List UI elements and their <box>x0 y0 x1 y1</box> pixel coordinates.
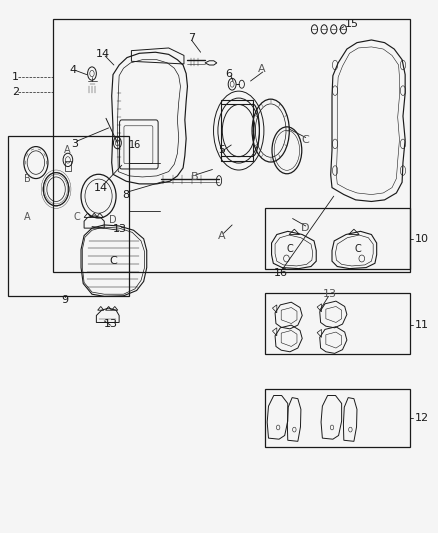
Text: D: D <box>301 223 310 233</box>
Text: 9: 9 <box>61 295 68 304</box>
Text: 12: 12 <box>415 414 429 423</box>
Bar <box>265 293 410 354</box>
Text: A: A <box>218 231 226 240</box>
Text: 15: 15 <box>345 19 359 29</box>
Text: C: C <box>301 135 309 144</box>
Text: 13: 13 <box>323 289 337 299</box>
Bar <box>221 100 253 161</box>
Text: 5: 5 <box>218 146 225 155</box>
Text: 13: 13 <box>104 319 118 329</box>
Text: C: C <box>74 213 80 222</box>
Text: 16: 16 <box>129 140 141 150</box>
Text: 11: 11 <box>415 320 429 330</box>
Text: D: D <box>109 215 116 224</box>
Text: 3: 3 <box>71 139 78 149</box>
Text: A: A <box>24 213 31 222</box>
Text: 10: 10 <box>415 234 429 244</box>
Bar <box>65 161 71 171</box>
Text: 6: 6 <box>226 69 233 78</box>
Text: 16: 16 <box>274 268 288 278</box>
Bar <box>265 389 410 447</box>
Text: 14: 14 <box>94 183 108 192</box>
Text: 14: 14 <box>95 50 110 59</box>
Text: B: B <box>24 174 31 183</box>
Text: 4: 4 <box>69 66 76 75</box>
Text: A: A <box>64 146 70 155</box>
Text: B: B <box>191 172 198 182</box>
Text: 7: 7 <box>188 34 195 43</box>
Text: A: A <box>258 64 265 74</box>
Text: 8: 8 <box>122 190 129 200</box>
Text: 1: 1 <box>12 72 19 82</box>
Bar <box>265 208 410 269</box>
Text: 13: 13 <box>113 224 127 234</box>
Text: C: C <box>355 245 362 254</box>
Text: C: C <box>109 256 117 266</box>
Text: 2: 2 <box>12 87 19 96</box>
Text: C: C <box>286 245 293 254</box>
